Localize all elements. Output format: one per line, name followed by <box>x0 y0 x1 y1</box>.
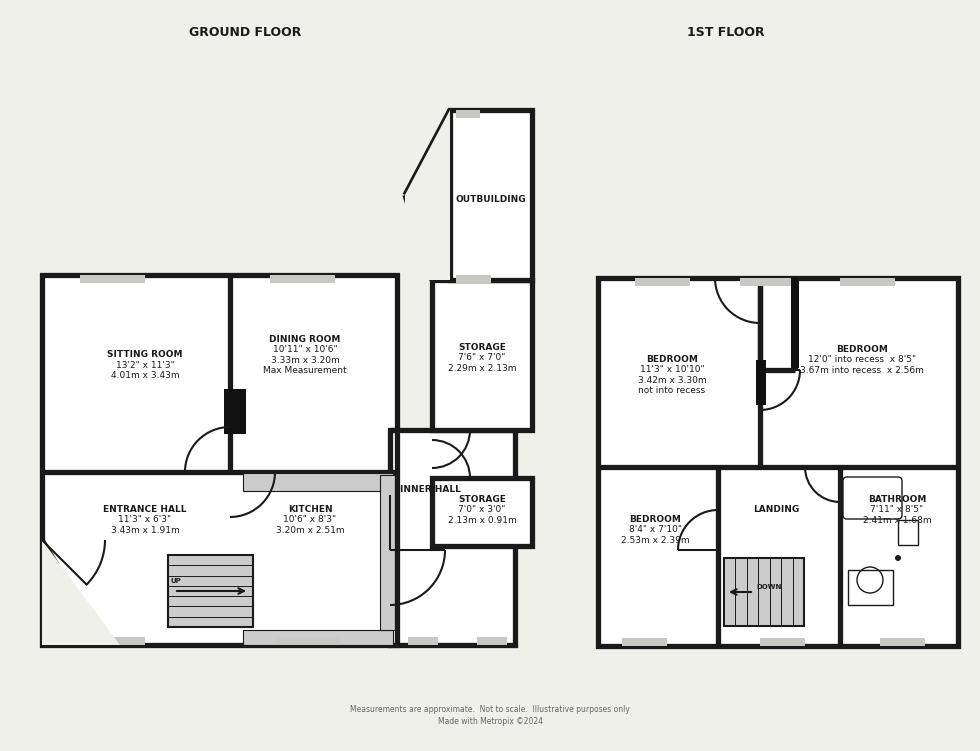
Text: 7'0" x 3'0": 7'0" x 3'0" <box>459 505 506 514</box>
Text: 4.01m x 3.43m: 4.01m x 3.43m <box>111 370 179 379</box>
Text: 7'11" x 8'5": 7'11" x 8'5" <box>870 505 923 514</box>
Text: BATHROOM: BATHROOM <box>868 496 926 505</box>
Bar <box>756 360 766 405</box>
Text: STORAGE: STORAGE <box>458 343 506 352</box>
Bar <box>477 637 507 645</box>
Bar <box>243 473 393 491</box>
Text: DINING ROOM: DINING ROOM <box>270 336 341 345</box>
Text: 3.33m x 3.20m: 3.33m x 3.20m <box>270 355 339 364</box>
Text: BEDROOM: BEDROOM <box>836 345 888 354</box>
Text: DOWN: DOWN <box>756 584 781 590</box>
Bar <box>80 637 145 645</box>
Text: 2.13m x 0.91m: 2.13m x 0.91m <box>448 516 516 525</box>
Bar <box>432 280 532 430</box>
Bar <box>840 278 895 286</box>
Text: Measurements are approximate.  Not to scale.  Illustrative purposes only: Measurements are approximate. Not to sca… <box>350 705 630 714</box>
Text: 12'0" into recess  x 8'5": 12'0" into recess x 8'5" <box>808 355 916 364</box>
Text: Max Measurement: Max Measurement <box>264 366 347 375</box>
Bar <box>456 275 491 283</box>
Text: KITCHEN: KITCHEN <box>288 505 332 514</box>
Bar <box>224 389 246 434</box>
Bar <box>845 480 900 518</box>
Bar <box>408 637 438 645</box>
Text: 1ST FLOOR: 1ST FLOOR <box>687 26 764 38</box>
Bar <box>270 275 335 283</box>
Text: not into recess: not into recess <box>638 385 706 394</box>
Text: UP: UP <box>170 578 180 584</box>
Text: 3.67m into recess  x 2.56m: 3.67m into recess x 2.56m <box>800 366 924 375</box>
Bar <box>275 637 340 645</box>
Text: 2.53m x 2.39m: 2.53m x 2.39m <box>620 535 689 544</box>
Bar <box>635 278 690 286</box>
Bar <box>622 638 667 646</box>
Bar <box>243 630 393 645</box>
Text: 3.43m x 1.91m: 3.43m x 1.91m <box>111 526 179 535</box>
Bar <box>380 475 397 630</box>
FancyBboxPatch shape <box>843 477 902 519</box>
Bar <box>848 570 893 605</box>
Text: 10'11" x 10'6": 10'11" x 10'6" <box>272 345 337 354</box>
Text: 11'3" x 10'10": 11'3" x 10'10" <box>640 366 705 375</box>
Polygon shape <box>405 110 450 280</box>
Text: STORAGE: STORAGE <box>458 496 506 505</box>
Text: BEDROOM: BEDROOM <box>646 355 698 364</box>
Polygon shape <box>42 540 120 645</box>
Text: 3.42m x 3.30m: 3.42m x 3.30m <box>638 376 707 385</box>
Polygon shape <box>390 280 532 430</box>
Bar <box>80 275 145 283</box>
Text: 8'4" x 7'10": 8'4" x 7'10" <box>628 526 681 535</box>
Bar <box>42 275 397 645</box>
Circle shape <box>895 555 901 561</box>
Bar <box>760 638 805 646</box>
Text: ENTRANCE HALL: ENTRANCE HALL <box>103 505 187 514</box>
Text: SITTING ROOM: SITTING ROOM <box>107 351 182 360</box>
Bar <box>450 110 532 280</box>
Polygon shape <box>42 590 90 645</box>
Text: OUTBUILDING: OUTBUILDING <box>456 195 526 204</box>
Text: Made with Metropix ©2024: Made with Metropix ©2024 <box>437 717 543 726</box>
Bar <box>791 278 799 368</box>
Bar <box>598 278 958 646</box>
Bar <box>390 430 515 645</box>
Bar <box>456 110 480 118</box>
Text: GROUND FLOOR: GROUND FLOOR <box>189 26 301 38</box>
Text: 3.20m x 2.51m: 3.20m x 2.51m <box>275 526 344 535</box>
Text: BEDROOM: BEDROOM <box>629 515 681 524</box>
Bar <box>898 520 918 545</box>
Bar <box>432 478 532 546</box>
Text: 11'3" x 6'3": 11'3" x 6'3" <box>119 515 172 524</box>
Text: 10'6" x 8'3": 10'6" x 8'3" <box>283 515 336 524</box>
Text: 2.29m x 2.13m: 2.29m x 2.13m <box>448 363 516 372</box>
Text: INNER HALL: INNER HALL <box>400 485 461 494</box>
Text: 7'6" x 7'0": 7'6" x 7'0" <box>459 354 506 363</box>
Bar <box>880 638 925 646</box>
Text: 2.41m x 1.68m: 2.41m x 1.68m <box>862 516 931 525</box>
Bar <box>724 558 804 626</box>
Text: 13'2" x 11'3": 13'2" x 11'3" <box>116 360 174 369</box>
Text: LANDING: LANDING <box>753 505 799 514</box>
Bar <box>168 555 253 627</box>
Bar <box>740 278 795 286</box>
